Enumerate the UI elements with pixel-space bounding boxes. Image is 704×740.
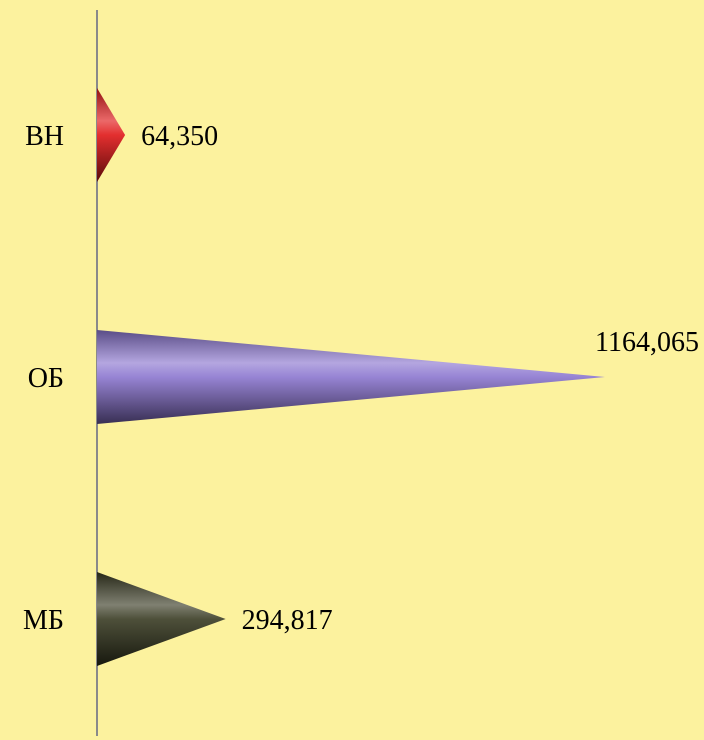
cone-bar-2: [97, 572, 226, 666]
value-label-1: 1164,065: [595, 327, 699, 358]
category-label-1: ОБ: [28, 363, 64, 394]
cone-bar-0: [97, 88, 126, 182]
category-label-0: ВН: [25, 121, 64, 152]
category-label-2: МБ: [23, 605, 64, 636]
value-label-0: 64,350: [141, 121, 218, 152]
value-label-2: 294,817: [242, 605, 333, 636]
cone-bar-1: [97, 330, 605, 424]
